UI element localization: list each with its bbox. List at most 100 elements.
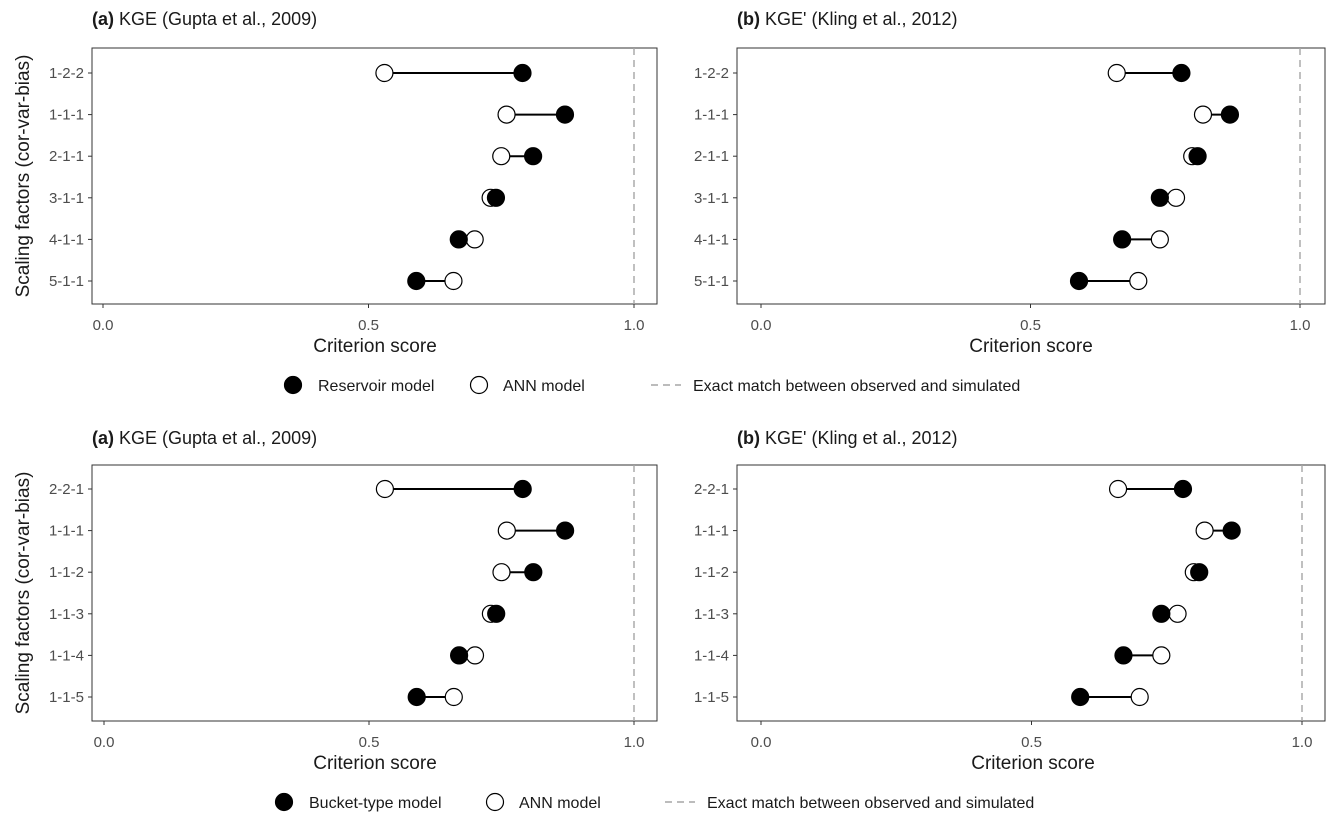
y-tick-label: 1-2-2	[694, 65, 729, 82]
y-tick-group-2b: 2-2-1 1-1-1 1-1-2 1-1-3 1-1-4 1-1-5	[694, 481, 737, 706]
y-tick-label: 1-1-3	[49, 606, 84, 623]
legend-1: Reservoir model ANN model Exact match be…	[283, 375, 1020, 395]
ann-model-point	[444, 271, 463, 291]
y-tick-label: 4-1-1	[49, 231, 84, 248]
ann-model-point	[1108, 479, 1128, 499]
x-tick-label: 0.5	[358, 317, 379, 334]
y-tick-label: 1-2-2	[49, 65, 84, 82]
y-tick-label: 1-1-1	[49, 107, 84, 124]
x-tick-label: 0.0	[93, 317, 114, 334]
process-model-point	[1069, 271, 1089, 291]
y-tick-label: 5-1-1	[694, 273, 729, 290]
plot-panel-2a: 2-2-1 1-1-1 1-1-2 1-1-3 1-1-4 1-1-5 0.0 0.5 1.0	[49, 464, 658, 751]
plot-frame-2a	[91, 464, 658, 722]
process-model-point	[555, 105, 575, 124]
x-tick-label: 0.0	[751, 734, 772, 751]
process-model-point	[1173, 479, 1193, 499]
y-tick-label: 4-1-1	[694, 231, 729, 248]
process-model-point	[407, 687, 426, 707]
x-tick-label: 1.0	[624, 734, 645, 751]
y-tick-label: 1-1-5	[694, 689, 729, 706]
figure-1: (a) KGE (Gupta et al., 2009) (b) KGE' (K…	[13, 9, 1326, 395]
y-tick-label: 1-1-5	[49, 689, 84, 706]
legend-2: Bucket-type model ANN model Exact match …	[274, 792, 1034, 812]
process-model-point	[1071, 687, 1090, 707]
legend-filled-marker	[283, 375, 303, 395]
y-tick-label: 1-1-1	[694, 107, 729, 124]
x-tick-group-1a: 0.0 0.5 1.0	[93, 304, 645, 334]
process-model-point	[487, 604, 506, 623]
process-model-point	[1150, 188, 1169, 207]
ann-model-point	[1195, 521, 1214, 540]
y-tick-label: 3-1-1	[694, 190, 729, 207]
ann-model-point	[375, 63, 394, 83]
y-tick-label: 1-1-2	[694, 564, 729, 581]
point-group-2a	[375, 479, 575, 707]
legend-filled-label: Reservoir model	[318, 378, 434, 395]
panel-title-1a: (a) KGE (Gupta et al., 2009)	[92, 9, 317, 29]
x-axis-label-1a: Criterion score	[313, 336, 437, 357]
process-model-point	[1222, 521, 1241, 540]
x-tick-label: 0.5	[1020, 317, 1041, 334]
panel-title-2b: (b) KGE' (Kling et al., 2012)	[737, 428, 958, 448]
plot-panel-1a: 1-2-2 1-1-1 2-1-1 3-1-1 4-1-1 5-1-1 0.0 0.5 1.0	[49, 47, 658, 334]
segment-group-1b	[1079, 72, 1230, 282]
x-tick-group-1b: 0.0 0.5 1.0	[751, 304, 1311, 334]
x-axis-label-2b: Criterion score	[971, 753, 1095, 774]
legend-filled-label: Bucket-type model	[309, 795, 442, 812]
ann-model-point	[1129, 271, 1148, 291]
plot-panel-2b: 2-2-1 1-1-1 1-1-2 1-1-3 1-1-4 1-1-5 0.0 0.5 1.0	[694, 464, 1326, 751]
ann-model-point	[497, 521, 516, 540]
y-tick-label: 1-1-1	[49, 523, 84, 540]
y-tick-label: 2-2-1	[49, 481, 84, 498]
ann-model-point	[465, 230, 484, 249]
process-model-point	[407, 271, 426, 291]
process-model-point	[450, 646, 469, 665]
y-axis-label-1: Scaling factors (cor-var-bias)	[13, 55, 34, 298]
plot-frame-2b	[736, 464, 1326, 722]
y-tick-label: 2-1-1	[694, 148, 729, 165]
y-tick-group-1a: 1-2-2 1-1-1 2-1-1 3-1-1 4-1-1 5-1-1	[49, 65, 92, 290]
x-tick-group-2a: 0.0 0.5 1.0	[94, 721, 645, 751]
process-model-point	[1220, 105, 1240, 124]
point-group-1a	[375, 63, 575, 291]
ann-model-point	[1152, 646, 1171, 665]
x-tick-label: 1.0	[1290, 317, 1311, 334]
process-model-point	[513, 479, 532, 499]
process-model-point	[1113, 230, 1132, 249]
segment-group-2a	[384, 488, 566, 698]
y-tick-label: 2-1-1	[49, 148, 84, 165]
x-tick-label: 1.0	[624, 317, 645, 334]
process-model-point	[449, 230, 468, 249]
y-tick-label: 3-1-1	[49, 190, 84, 207]
ann-model-point	[1150, 230, 1169, 249]
plot-frame-1a	[91, 47, 658, 305]
y-tick-label: 1-1-2	[49, 564, 84, 581]
ann-model-point	[497, 105, 516, 124]
figure-2: (a) KGE (Gupta et al., 2009) (b) KGE' (K…	[13, 428, 1326, 812]
panel-title-1b: (b) KGE' (Kling et al., 2012)	[737, 9, 958, 29]
ann-model-point	[465, 646, 485, 665]
panel-title-2a: (a) KGE (Gupta et al., 2009)	[92, 428, 317, 448]
process-model-point	[524, 563, 543, 582]
x-tick-label: 0.0	[751, 317, 772, 334]
x-axis-label-2a: Criterion score	[313, 753, 437, 774]
x-tick-label: 0.5	[1021, 734, 1042, 751]
segment-group-2b	[1080, 488, 1232, 698]
y-tick-label: 1-1-1	[694, 523, 729, 540]
y-tick-label: 5-1-1	[49, 273, 84, 290]
legend-open-label: ANN model	[519, 795, 601, 812]
ann-model-point	[1130, 687, 1149, 707]
process-model-point	[1152, 604, 1171, 623]
process-model-point	[524, 147, 543, 166]
x-tick-group-2b: 0.0 0.5 1.0	[751, 721, 1313, 751]
x-axis-label-1b: Criterion score	[969, 336, 1093, 357]
x-tick-label: 1.0	[1292, 734, 1313, 751]
segment-group-1a	[384, 72, 565, 282]
y-tick-group-2a: 2-2-1 1-1-1 1-1-2 1-1-3 1-1-4 1-1-5	[49, 481, 92, 706]
plot-panel-1b: 1-2-2 1-1-1 2-1-1 3-1-1 4-1-1 5-1-1 0.0 0.5 1.0	[694, 47, 1326, 334]
y-tick-group-1b: 1-2-2 1-1-1 2-1-1 3-1-1 4-1-1 5-1-1	[694, 65, 737, 290]
legend-open-marker	[469, 375, 489, 395]
ann-model-point	[375, 479, 394, 499]
